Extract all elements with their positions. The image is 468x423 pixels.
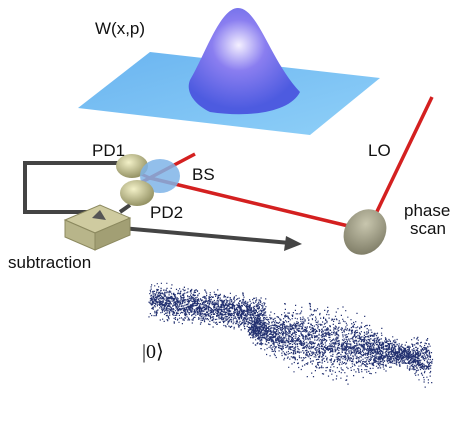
wire xyxy=(120,205,130,212)
arrow-head xyxy=(284,236,302,251)
pd2 xyxy=(120,180,154,206)
label-wigner: W(x,p) xyxy=(95,19,145,38)
diagram: W(x,p) subtraction PD1 BS PD2 LO phase s… xyxy=(0,0,468,423)
label-scan: scan xyxy=(410,219,446,238)
wire xyxy=(25,163,120,212)
label-phase: phase xyxy=(404,201,450,220)
label-bs: BS xyxy=(192,165,215,184)
homodyne-data xyxy=(148,283,433,387)
phase-mirror xyxy=(335,201,395,263)
label-pd1: PD1 xyxy=(92,141,125,160)
label-pd2: PD2 xyxy=(150,203,183,222)
wigner-peak xyxy=(189,8,300,114)
output-arrow xyxy=(110,227,290,243)
label-subtraction: subtraction xyxy=(8,253,91,272)
label-lo: LO xyxy=(368,141,391,160)
label-vacuum: |0⟩ xyxy=(142,341,164,363)
